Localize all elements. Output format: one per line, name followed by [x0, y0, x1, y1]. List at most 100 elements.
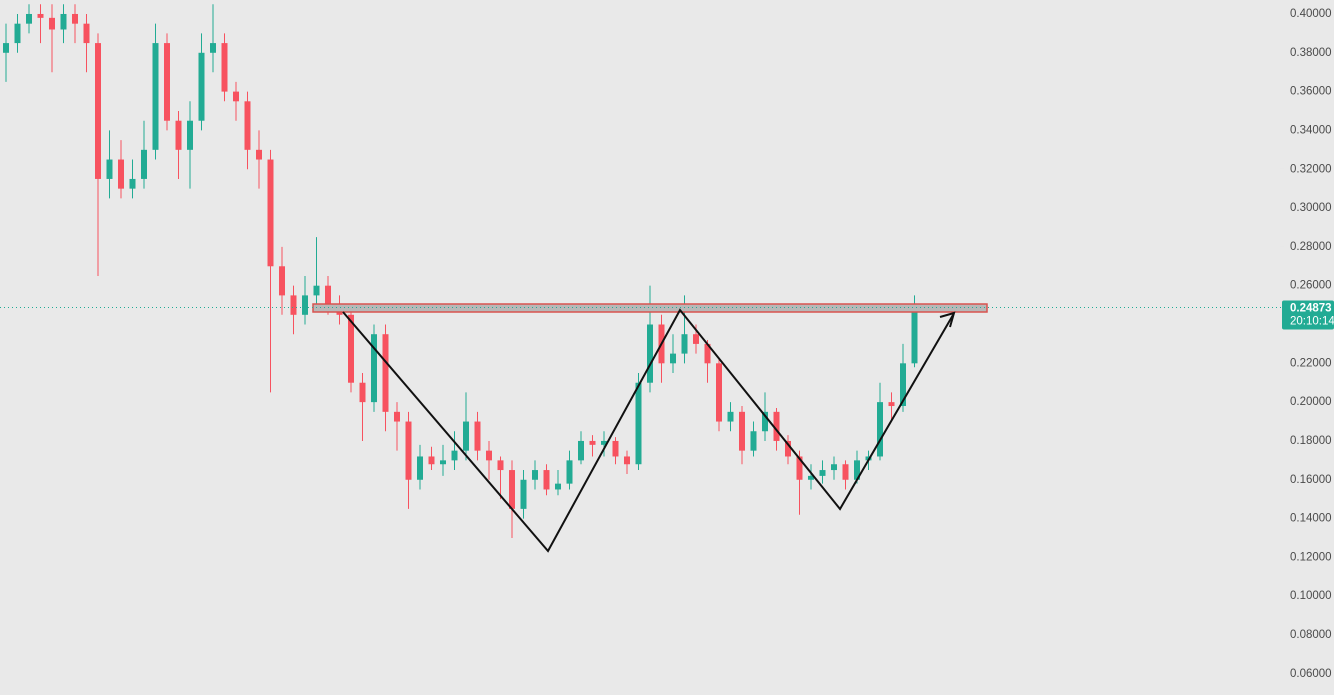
- candle-body: [900, 363, 906, 407]
- pattern-line: [342, 308, 954, 553]
- y-tick-label: 0.40000: [1290, 8, 1332, 20]
- y-tick-label: 0.22000: [1290, 357, 1332, 369]
- candle-body: [451, 450, 458, 461]
- candle-body: [589, 440, 596, 445]
- candle-body: [727, 411, 734, 422]
- candle-body: [509, 470, 515, 509]
- candle-body: [808, 475, 814, 480]
- candle-body: [428, 456, 435, 465]
- y-tick-label: 0.18000: [1290, 435, 1332, 447]
- countdown-label: 20:10:14: [1290, 316, 1334, 328]
- candle-body: [762, 411, 768, 432]
- candle-body: [60, 13, 67, 30]
- candle-body: [463, 421, 469, 451]
- last-price-tag: [1282, 300, 1334, 330]
- y-tick-label: 0.08000: [1290, 629, 1332, 641]
- candle-body: [750, 431, 757, 451]
- y-tick-label: 0.32000: [1290, 163, 1332, 175]
- y-tick-label: 0.38000: [1290, 47, 1332, 59]
- candle-body: [290, 295, 297, 315]
- candle-body: [578, 440, 584, 461]
- y-tick-label: 0.34000: [1290, 124, 1332, 136]
- candle-body: [348, 314, 354, 383]
- candle-body: [532, 470, 538, 480]
- candle-body: [647, 324, 653, 383]
- candle-body: [693, 334, 699, 344]
- candle-body: [635, 382, 642, 465]
- candle-body: [233, 91, 239, 102]
- candle-body: [716, 363, 722, 422]
- candle-body: [371, 334, 377, 403]
- candle-body: [854, 460, 860, 480]
- candle-body: [152, 43, 159, 150]
- candle-body: [739, 411, 745, 451]
- candle-body: [267, 159, 274, 267]
- candle-body: [796, 456, 803, 480]
- candle-body: [486, 450, 492, 461]
- candle-body: [244, 101, 251, 150]
- candle-body: [877, 402, 883, 457]
- candle-body: [279, 266, 285, 296]
- candle-body: [325, 285, 331, 306]
- candle-body: [382, 334, 389, 412]
- y-tick-label: 0.06000: [1290, 668, 1332, 680]
- candle-body: [612, 440, 619, 457]
- candle-body: [911, 307, 918, 364]
- candle-body: [14, 23, 21, 44]
- candle-body: [497, 460, 504, 471]
- candle-body: [440, 460, 446, 465]
- y-tick-label: 0.16000: [1290, 474, 1332, 486]
- candle-body: [773, 411, 780, 441]
- candle-body: [3, 43, 9, 53]
- candle-body: [26, 13, 32, 24]
- candle-body: [83, 23, 90, 44]
- candle-body: [72, 13, 78, 24]
- candle-body: [187, 120, 193, 150]
- y-tick-label: 0.14000: [1290, 513, 1332, 525]
- candle-body: [601, 440, 607, 445]
- candle-body: [313, 285, 320, 296]
- candle-body: [359, 382, 366, 403]
- candle-body: [37, 13, 44, 18]
- candle-body: [831, 464, 837, 471]
- candle-body: [785, 440, 791, 457]
- candle-body: [566, 460, 573, 484]
- y-tick-label: 0.30000: [1290, 202, 1332, 214]
- candle-body: [474, 421, 481, 451]
- candle-body: [394, 411, 400, 422]
- candle-body: [555, 483, 561, 490]
- candle-body: [704, 343, 711, 364]
- candle-body: [221, 43, 228, 92]
- candle-body: [624, 456, 630, 465]
- y-tick-label: 0.12000: [1290, 551, 1332, 563]
- candle-body: [141, 149, 147, 179]
- candle-body: [670, 353, 676, 364]
- y-tick-label: 0.36000: [1290, 86, 1332, 98]
- y-tick-label: 0.20000: [1290, 396, 1332, 408]
- candle-body: [543, 470, 550, 490]
- arrow-head: [939, 311, 956, 328]
- candle-body: [129, 178, 136, 189]
- candle-body: [256, 149, 262, 160]
- candle-body: [198, 52, 205, 121]
- candle-body: [819, 470, 826, 476]
- candle-body: [888, 402, 895, 407]
- candle-body: [49, 17, 55, 30]
- candle-body: [520, 479, 527, 509]
- candle-body: [417, 456, 423, 480]
- y-tick-label: 0.28000: [1290, 241, 1332, 253]
- price-axis: 0.40000 0.38000 0.36000 0.34000 0.32000 0.300…: [1280, 8, 1332, 680]
- candle-body: [681, 334, 688, 354]
- candle-body: [175, 120, 182, 150]
- candle-body: [405, 421, 412, 480]
- candle-body: [842, 464, 849, 480]
- last-price-label: 0.24873: [1290, 303, 1332, 315]
- candle-body: [164, 43, 170, 121]
- candle-body: [302, 295, 308, 315]
- candle-body: [118, 159, 124, 189]
- y-tick-label: 0.26000: [1290, 280, 1332, 292]
- candle-body: [210, 43, 216, 53]
